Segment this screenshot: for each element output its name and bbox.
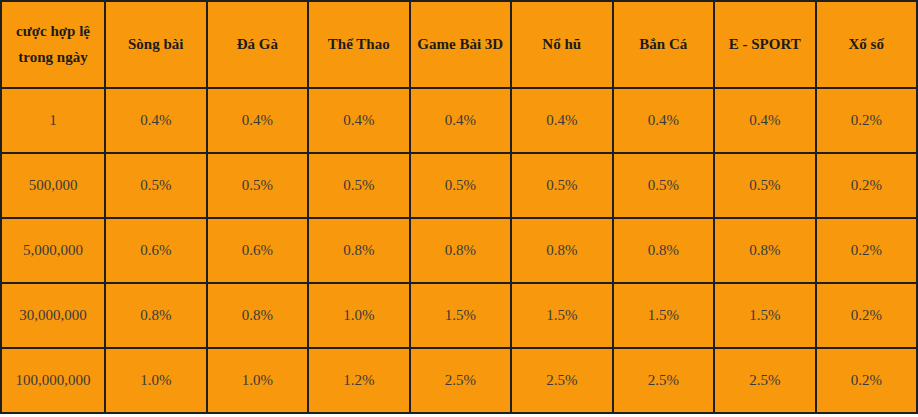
table-row: 5,000,000 0.6% 0.6% 0.8% 0.8% 0.8% 0.8% …	[1, 218, 917, 283]
rate-cell: 0.8%	[613, 218, 715, 283]
rate-cell: 0.5%	[714, 153, 816, 218]
column-header-song-bai: Sòng bài	[105, 1, 207, 88]
rate-cell: 1.5%	[511, 283, 613, 348]
column-header-da-ga: Đá Gà	[207, 1, 309, 88]
rate-cell: 0.6%	[207, 218, 309, 283]
column-header-xo-so: Xổ số	[816, 1, 918, 88]
rate-cell: 0.8%	[207, 283, 309, 348]
table-row: 30,000,000 0.8% 0.8% 1.0% 1.5% 1.5% 1.5%…	[1, 283, 917, 348]
table-row: 100,000,000 1.0% 1.0% 1.2% 2.5% 2.5% 2.5…	[1, 348, 917, 413]
tier-cell: 5,000,000	[1, 218, 105, 283]
tier-cell: 1	[1, 88, 105, 153]
rate-cell: 2.5%	[410, 348, 512, 413]
table-row: 1 0.4% 0.4% 0.4% 0.4% 0.4% 0.4% 0.4% 0.2…	[1, 88, 917, 153]
rate-cell: 0.2%	[816, 153, 918, 218]
rate-cell: 0.4%	[714, 88, 816, 153]
rate-cell: 0.5%	[410, 153, 512, 218]
tier-cell: 500,000	[1, 153, 105, 218]
table-row: 500,000 0.5% 0.5% 0.5% 0.5% 0.5% 0.5% 0.…	[1, 153, 917, 218]
tier-cell: 30,000,000	[1, 283, 105, 348]
rate-cell: 0.5%	[511, 153, 613, 218]
rate-cell: 0.5%	[613, 153, 715, 218]
corner-header-daily-valid-bet: cược hợp lệ trong ngày	[1, 1, 105, 88]
rate-cell: 0.2%	[816, 218, 918, 283]
rate-cell: 0.2%	[816, 283, 918, 348]
rate-cell: 0.4%	[207, 88, 309, 153]
rate-cell: 0.8%	[511, 218, 613, 283]
rate-cell: 0.6%	[105, 218, 207, 283]
rate-cell: 0.4%	[105, 88, 207, 153]
column-header-e-sport: E - SPORT	[714, 1, 816, 88]
rate-cell: 0.5%	[308, 153, 410, 218]
rate-cell: 0.8%	[410, 218, 512, 283]
rate-cell: 1.0%	[105, 348, 207, 413]
rate-cell: 2.5%	[613, 348, 715, 413]
rate-cell: 0.4%	[410, 88, 512, 153]
column-header-no-hu: Nổ hũ	[511, 1, 613, 88]
rate-cell: 1.0%	[308, 283, 410, 348]
column-header-the-thao: Thể Thao	[308, 1, 410, 88]
rate-cell: 0.8%	[714, 218, 816, 283]
rate-cell: 2.5%	[714, 348, 816, 413]
rate-cell: 0.5%	[207, 153, 309, 218]
column-header-ban-ca: Bắn Cá	[613, 1, 715, 88]
rate-cell: 1.0%	[207, 348, 309, 413]
rate-cell: 0.4%	[613, 88, 715, 153]
rate-cell: 1.5%	[714, 283, 816, 348]
rate-cell: 1.5%	[613, 283, 715, 348]
rate-cell: 2.5%	[511, 348, 613, 413]
rate-cell: 1.5%	[410, 283, 512, 348]
rate-cell: 0.2%	[816, 348, 918, 413]
tier-cell: 100,000,000	[1, 348, 105, 413]
rate-cell: 1.2%	[308, 348, 410, 413]
column-header-game-bai-3d: Game Bài 3D	[410, 1, 512, 88]
daily-bet-rates-table: cược hợp lệ trong ngày Sòng bài Đá Gà Th…	[0, 0, 918, 414]
rate-cell: 0.8%	[308, 218, 410, 283]
rate-cell: 0.5%	[105, 153, 207, 218]
header-row: cược hợp lệ trong ngày Sòng bài Đá Gà Th…	[1, 1, 917, 88]
rate-cell: 0.8%	[105, 283, 207, 348]
rate-cell: 0.2%	[816, 88, 918, 153]
rate-cell: 0.4%	[308, 88, 410, 153]
rate-cell: 0.4%	[511, 88, 613, 153]
